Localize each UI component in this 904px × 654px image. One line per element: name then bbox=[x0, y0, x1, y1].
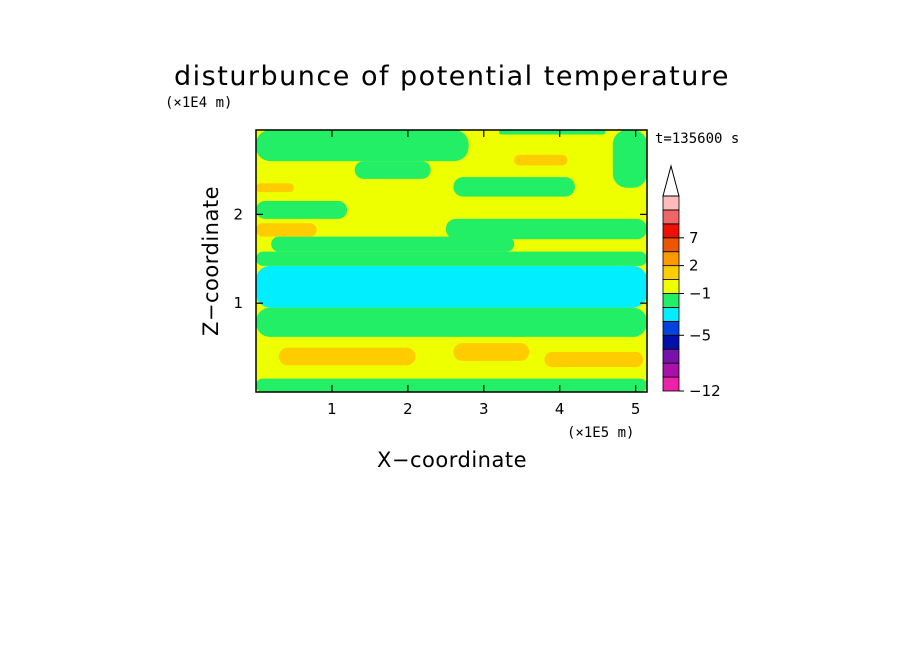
colorbar-swatch bbox=[662, 348, 680, 364]
y-unit-label: (×1E4 m) bbox=[165, 95, 232, 111]
contour-band bbox=[445, 218, 647, 240]
colorbar-tick-label: −5 bbox=[689, 326, 711, 344]
time-label: t=135600 s bbox=[655, 131, 739, 147]
colorbar-swatch bbox=[662, 307, 680, 322]
y-tick-label: 1 bbox=[233, 294, 243, 312]
contour-band bbox=[514, 154, 568, 166]
colorbar-swatch bbox=[662, 362, 680, 378]
contour-band bbox=[256, 201, 348, 219]
contour-band bbox=[256, 223, 317, 237]
x-tick-label: 3 bbox=[479, 400, 489, 418]
x-axis-label: X−coordinate bbox=[377, 448, 527, 472]
contour-band bbox=[256, 307, 647, 337]
colorbar-swatch bbox=[662, 209, 680, 225]
contour-band bbox=[256, 130, 469, 162]
contour-band bbox=[354, 161, 431, 179]
x-tick-label: 5 bbox=[631, 400, 641, 418]
y-axis-ticks: 12 bbox=[233, 205, 647, 312]
contour-band bbox=[256, 183, 294, 193]
contour-band bbox=[256, 265, 647, 308]
plot-frame bbox=[255, 129, 648, 393]
contour-band bbox=[256, 378, 647, 392]
x-tick-label: 2 bbox=[403, 400, 413, 418]
colorbar-extend-arrow bbox=[662, 164, 680, 197]
chart-title: disturbunce of potential temperature bbox=[174, 61, 730, 92]
x-tick-label: 4 bbox=[555, 400, 565, 418]
contour-field bbox=[256, 130, 647, 392]
colorbar-swatch bbox=[662, 223, 680, 239]
x-axis-ticks: 1 2 3 4 5 bbox=[327, 130, 640, 418]
contour-band bbox=[612, 130, 647, 188]
y-tick-label: 2 bbox=[233, 205, 243, 223]
colorbar-tick-label: 7 bbox=[689, 229, 699, 247]
contour-band bbox=[453, 343, 530, 361]
colorbar-tick-label: 2 bbox=[689, 257, 699, 275]
contour-band bbox=[256, 251, 647, 266]
contour-band bbox=[453, 177, 575, 197]
contour-band bbox=[278, 347, 416, 366]
colorbar-swatch bbox=[662, 376, 680, 392]
x-tick-label: 1 bbox=[327, 400, 337, 418]
colorbar-swatch bbox=[662, 293, 680, 308]
colorbar-tick-label: −12 bbox=[689, 382, 721, 400]
contour-band bbox=[271, 236, 515, 252]
colorbar-swatch bbox=[662, 265, 680, 280]
contour-band bbox=[544, 352, 644, 368]
colorbar: 7 2 −1 −5 −12 bbox=[662, 164, 721, 400]
colorbar-swatch bbox=[662, 195, 680, 211]
contour-band bbox=[498, 130, 606, 135]
colorbar-swatch bbox=[662, 279, 680, 294]
colorbar-swatch bbox=[662, 334, 680, 350]
colorbar-swatch bbox=[662, 237, 680, 253]
colorbar-tick-label: −1 bbox=[689, 285, 711, 303]
colorbar-swatch bbox=[662, 320, 680, 336]
colorbar-swatch bbox=[662, 251, 680, 267]
y-axis-label: Z−coordinate bbox=[199, 186, 223, 336]
x-unit-label: (×1E5 m) bbox=[567, 425, 634, 441]
